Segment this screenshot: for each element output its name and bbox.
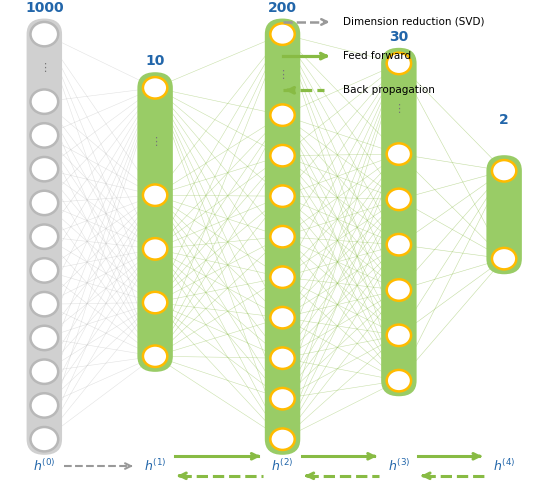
Text: $h^{(4)}$: $h^{(4)}$	[493, 458, 515, 474]
Text: Back propagation: Back propagation	[343, 85, 435, 95]
Text: 1000: 1000	[25, 0, 64, 15]
Circle shape	[30, 123, 58, 147]
Text: 10: 10	[146, 54, 165, 68]
Circle shape	[387, 53, 411, 74]
Circle shape	[30, 157, 58, 182]
Circle shape	[143, 184, 167, 206]
Circle shape	[30, 22, 58, 46]
FancyBboxPatch shape	[27, 19, 62, 455]
Text: $h^{(2)}$: $h^{(2)}$	[271, 458, 294, 474]
Text: 30: 30	[389, 30, 408, 44]
Circle shape	[143, 346, 167, 367]
Circle shape	[143, 238, 167, 260]
Text: Dimension reduction (SVD): Dimension reduction (SVD)	[343, 17, 485, 27]
Circle shape	[30, 393, 58, 418]
Circle shape	[270, 347, 295, 369]
Text: ⋮: ⋮	[150, 137, 161, 146]
Circle shape	[270, 104, 295, 126]
FancyBboxPatch shape	[381, 48, 417, 396]
Circle shape	[492, 160, 516, 182]
Circle shape	[492, 248, 516, 269]
Circle shape	[270, 185, 295, 207]
Text: 200: 200	[268, 0, 297, 15]
Text: 2: 2	[499, 113, 509, 127]
FancyBboxPatch shape	[137, 72, 173, 372]
FancyBboxPatch shape	[265, 19, 300, 455]
Circle shape	[143, 77, 167, 99]
Text: ⋮: ⋮	[39, 63, 50, 73]
Circle shape	[270, 388, 295, 409]
Text: $h^{(1)}$: $h^{(1)}$	[144, 458, 166, 474]
Circle shape	[270, 307, 295, 328]
Circle shape	[30, 89, 58, 114]
Circle shape	[30, 191, 58, 215]
Circle shape	[387, 370, 411, 391]
Text: $h^{(0)}$: $h^{(0)}$	[33, 458, 55, 474]
Circle shape	[270, 23, 295, 45]
Circle shape	[30, 258, 58, 283]
Circle shape	[30, 427, 58, 451]
Circle shape	[387, 325, 411, 346]
FancyBboxPatch shape	[486, 155, 522, 274]
Circle shape	[270, 145, 295, 166]
Circle shape	[270, 226, 295, 247]
Circle shape	[30, 224, 58, 249]
Circle shape	[387, 143, 411, 165]
Circle shape	[270, 428, 295, 450]
Circle shape	[387, 279, 411, 301]
Text: $h^{(3)}$: $h^{(3)}$	[388, 458, 410, 474]
Circle shape	[143, 292, 167, 313]
Text: ⋮: ⋮	[277, 70, 288, 80]
Circle shape	[30, 326, 58, 350]
Circle shape	[387, 234, 411, 255]
Circle shape	[270, 266, 295, 288]
Text: Feed forward: Feed forward	[343, 51, 412, 61]
Circle shape	[30, 360, 58, 384]
Circle shape	[30, 292, 58, 316]
Circle shape	[387, 189, 411, 210]
Text: ⋮: ⋮	[393, 104, 404, 114]
